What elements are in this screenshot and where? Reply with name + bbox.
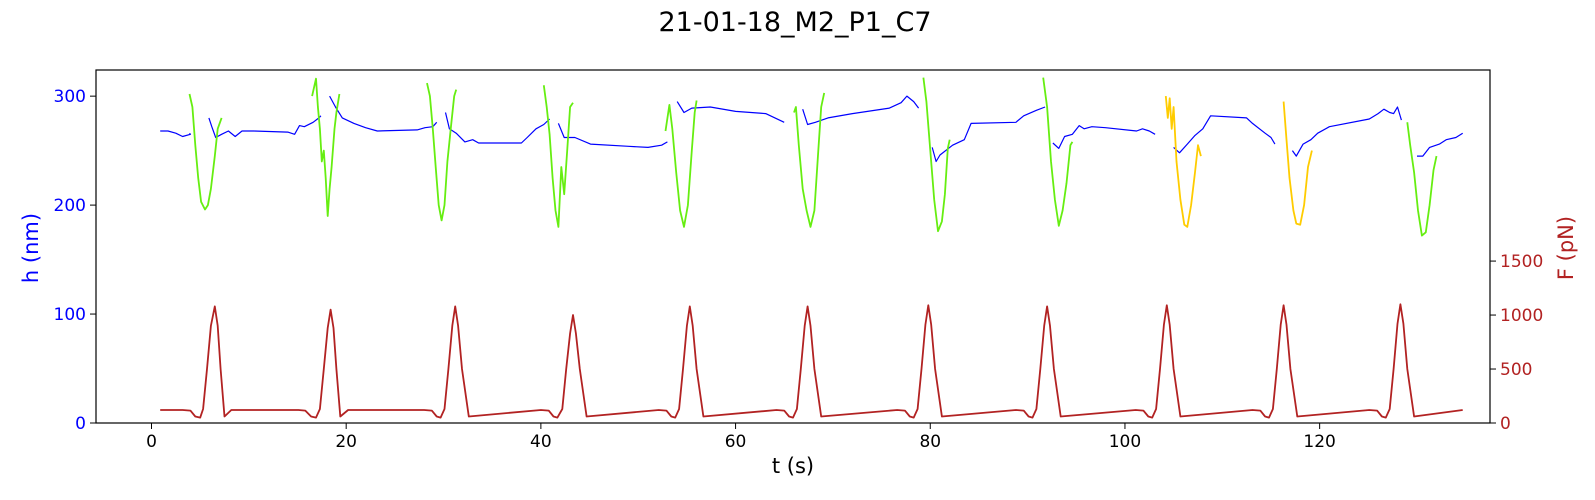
x-tick-label: 60 — [725, 432, 747, 452]
x-tick-label: 0 — [146, 432, 157, 452]
left-y-tick-label: 200 — [54, 196, 86, 216]
force-line — [160, 303, 1463, 419]
x-tick-label: 20 — [335, 432, 357, 452]
right-y-axis-title: F (pN) — [1554, 216, 1578, 280]
height-green-segment-7 — [922, 77, 951, 233]
height-green-segment-6 — [793, 92, 826, 228]
height-baseline-segment-10 — [1173, 115, 1276, 154]
x-tick-label: 80 — [919, 432, 941, 452]
height-baseline-segment-3 — [329, 95, 438, 132]
height-baseline-segment-4 — [444, 112, 551, 144]
height-baseline-segment-8 — [931, 106, 1046, 163]
right-y-tick-label: 1500 — [1500, 252, 1543, 272]
right-y-tick-label: 0 — [1500, 414, 1511, 434]
height-baseline-segment-7 — [802, 95, 920, 126]
height-baseline-segment-6 — [676, 101, 785, 123]
series-layer — [160, 77, 1464, 419]
right-y-tick-label: 1000 — [1500, 306, 1543, 326]
height-green-segment-9 — [1406, 122, 1438, 237]
height-green-segment-3 — [426, 82, 458, 222]
x-axis: 0 20 40 60 80 100 120 — [146, 423, 1336, 452]
height-green-segment-1 — [188, 93, 223, 211]
height-baseline-segment-1 — [160, 130, 191, 138]
x-axis-title: t (s) — [772, 454, 814, 478]
height-baseline-segment-5 — [557, 123, 668, 148]
height-yellow-segment-2 — [1282, 101, 1313, 226]
height-baseline-segment-12 — [1417, 132, 1464, 157]
left-y-tick-label: 0 — [75, 414, 86, 434]
x-tick-label: 100 — [1109, 432, 1141, 452]
height-baseline-segment-11 — [1291, 106, 1402, 157]
left-y-tick-label: 300 — [54, 87, 86, 107]
x-tick-label: 40 — [530, 432, 552, 452]
height-green-segment-8 — [1042, 77, 1074, 227]
left-y-tick-label: 100 — [54, 305, 86, 325]
right-y-axis: 0 500 1000 1500 — [1490, 252, 1543, 434]
height-green-segment-2 — [311, 77, 341, 217]
chart-title: 21-01-18_M2_P1_C7 — [658, 7, 931, 38]
height-baseline-segment-9 — [1052, 124, 1156, 149]
height-green-segment-4 — [542, 85, 574, 228]
height-green-segment-5 — [664, 100, 698, 228]
left-y-axis-title: h (nm) — [19, 213, 43, 283]
left-y-axis: 0 100 200 300 — [54, 87, 96, 434]
plot-frame — [95, 69, 1491, 424]
height-yellow-segment-1 — [1164, 96, 1202, 228]
right-y-tick-label: 500 — [1500, 360, 1532, 380]
x-tick-label: 120 — [1303, 432, 1335, 452]
